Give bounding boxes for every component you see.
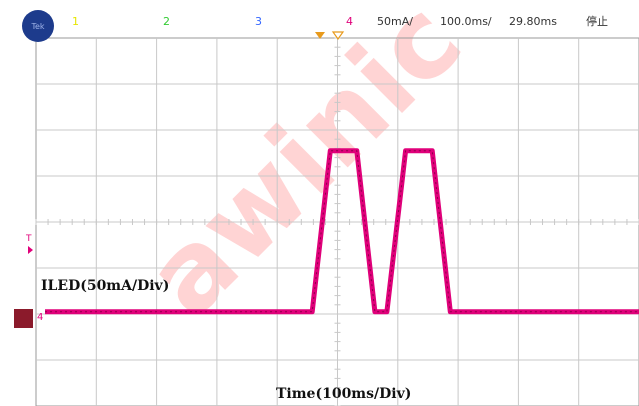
channel-4-ground-marker[interactable] xyxy=(14,309,33,328)
trigger-level-marker[interactable] xyxy=(28,246,33,254)
trigger-time-readout: 29.80ms xyxy=(509,15,557,28)
run-state-label[interactable]: 停止 xyxy=(586,14,608,28)
trigger-position-marker-outline xyxy=(331,31,345,41)
channel-1-label[interactable]: 1 xyxy=(72,15,79,28)
scale-readout: 50mA/ xyxy=(377,15,413,28)
channel-3-label[interactable]: 3 xyxy=(255,15,262,28)
trigger-level-label: T xyxy=(25,234,32,244)
graticule xyxy=(35,37,639,406)
timebase-readout: 100.0ms/ xyxy=(440,15,492,28)
y-axis-label: ILED(50mA/Div) xyxy=(41,278,169,294)
tek-logo-label: Tek xyxy=(30,22,44,31)
tek-logo[interactable] xyxy=(22,10,54,42)
watermark-text: awinic xyxy=(123,0,485,340)
channel-4-ground-label: 4 xyxy=(37,312,43,323)
header-bar: Tek 1 2 3 4 50mA/ 100.0ms/ 29.80ms 停止 xyxy=(22,10,608,42)
x-axis-label: Time(100ms/Div) xyxy=(276,386,411,402)
channel-4-label[interactable]: 4 xyxy=(346,15,353,28)
channel-2-label[interactable]: 2 xyxy=(163,15,170,28)
trigger-position-marker xyxy=(315,32,325,39)
trace-band-ch4 xyxy=(45,148,639,315)
